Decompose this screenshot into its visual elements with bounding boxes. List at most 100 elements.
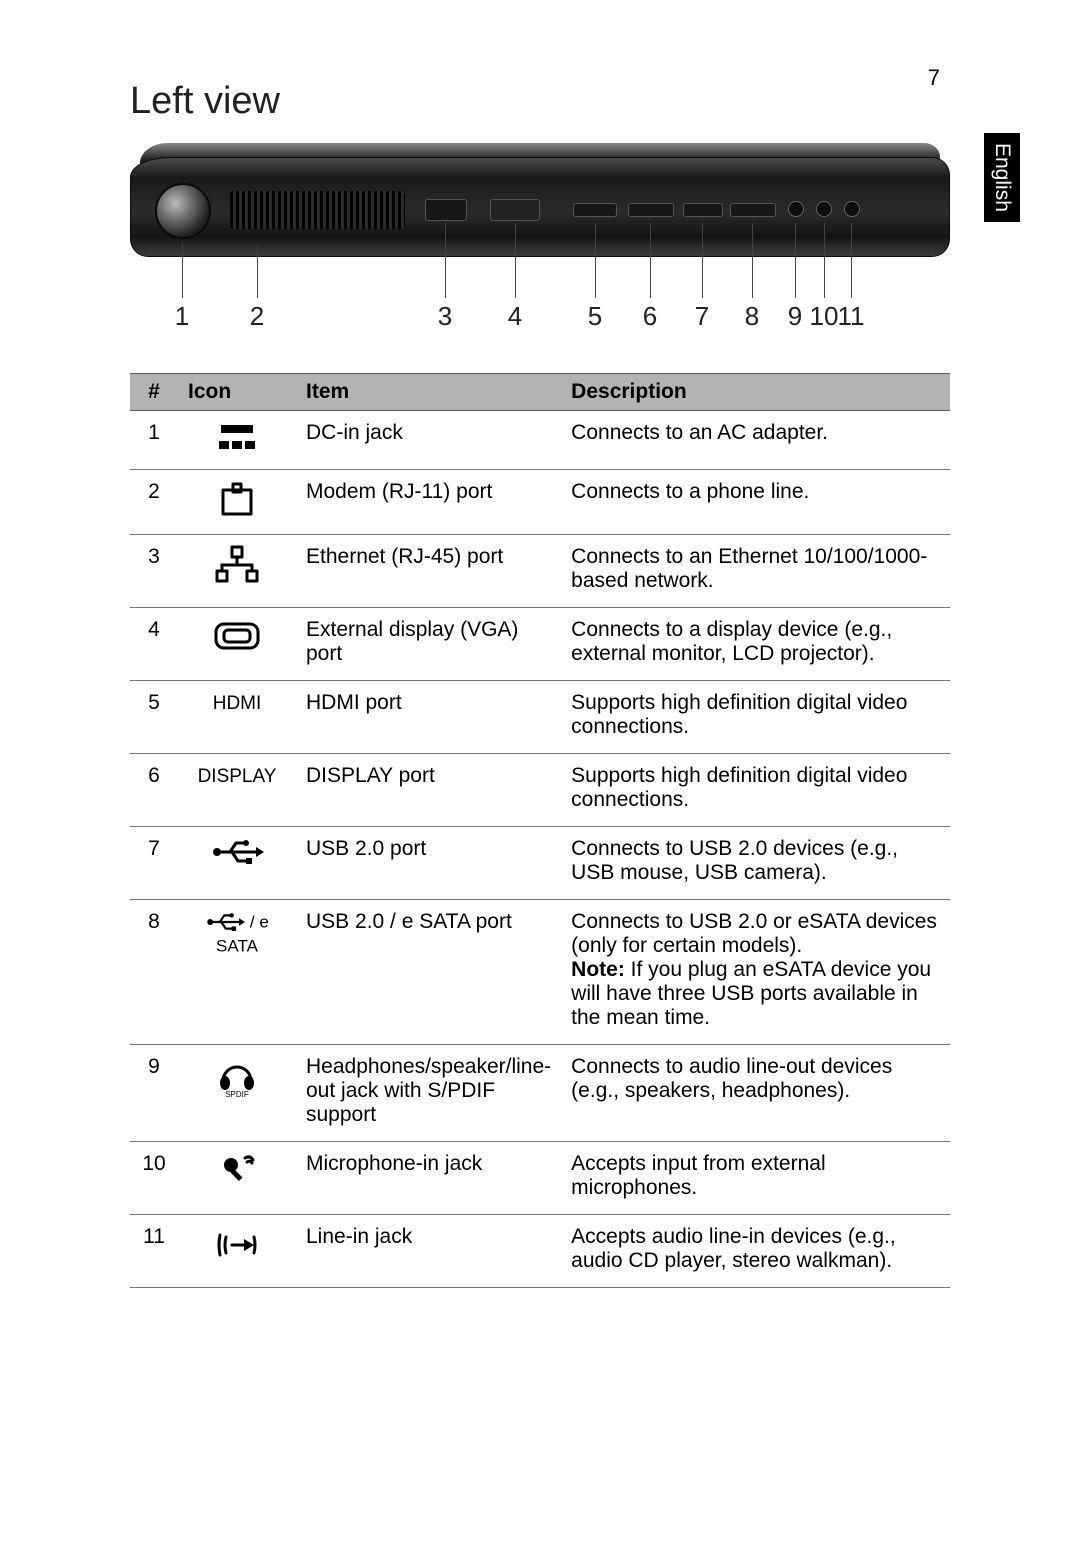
row-number: 9 bbox=[130, 1045, 178, 1142]
row-icon-cell bbox=[178, 470, 296, 535]
row-icon-cell bbox=[178, 1215, 296, 1288]
row-description: Connects to a phone line. bbox=[561, 470, 950, 535]
row-description: Supports high definition digital video c… bbox=[561, 754, 950, 827]
row-number: 6 bbox=[130, 754, 178, 827]
row-number: 2 bbox=[130, 470, 178, 535]
row-item: HDMI port bbox=[296, 681, 561, 754]
row-item: Line-in jack bbox=[296, 1215, 561, 1288]
callout-number: 4 bbox=[508, 301, 522, 332]
row-item: DISPLAY port bbox=[296, 754, 561, 827]
row-number: 3 bbox=[130, 535, 178, 608]
dc-in-icon bbox=[215, 421, 259, 455]
usb-icon bbox=[210, 837, 264, 867]
modem-icon bbox=[217, 480, 257, 520]
row-icon-cell bbox=[178, 827, 296, 900]
callout-number: 3 bbox=[438, 301, 452, 332]
ethernet-icon bbox=[214, 545, 260, 585]
callout-number: 11 bbox=[838, 301, 865, 332]
description-text: Supports high definition digital video c… bbox=[571, 764, 907, 811]
port-display bbox=[573, 203, 617, 217]
table-row: 5 HDMI HDMI portSupports high definition d… bbox=[130, 681, 950, 754]
row-number: 5 bbox=[130, 681, 178, 754]
vga-icon bbox=[212, 618, 262, 654]
row-number: 4 bbox=[130, 608, 178, 681]
description-text: Accepts input from external microphones. bbox=[571, 1152, 825, 1199]
port-esata bbox=[730, 203, 776, 217]
description-text: Connects to an AC adapter. bbox=[571, 421, 828, 444]
row-number: 1 bbox=[130, 411, 178, 470]
port-vga bbox=[425, 199, 467, 221]
callout-number: 1 bbox=[175, 301, 189, 332]
row-icon-cell: HDMI bbox=[178, 681, 296, 754]
row-description: Supports high definition digital video c… bbox=[561, 681, 950, 754]
row-number: 10 bbox=[130, 1142, 178, 1215]
header-description: Description bbox=[561, 374, 950, 411]
header-item: Item bbox=[296, 374, 561, 411]
row-item: Headphones/speaker/line-out jack with S/… bbox=[296, 1045, 561, 1142]
row-icon-cell: SPDIF bbox=[178, 1045, 296, 1142]
port-usb-2 bbox=[683, 203, 723, 217]
language-tab: English bbox=[984, 133, 1020, 222]
row-item: DC-in jack bbox=[296, 411, 561, 470]
table-header-row: # Icon Item Description bbox=[130, 374, 950, 411]
row-description: Connects to USB 2.0 devices (e.g., USB m… bbox=[561, 827, 950, 900]
note-label: Note: bbox=[571, 958, 625, 981]
callout-number: 10 bbox=[810, 301, 839, 332]
row-icon-cell bbox=[178, 608, 296, 681]
row-item: Modem (RJ-11) port bbox=[296, 470, 561, 535]
table-row: 3Ethernet (RJ-45) portConnects to an Eth… bbox=[130, 535, 950, 608]
callout-number: 9 bbox=[788, 301, 802, 332]
row-description: Connects to a display device (e.g., exte… bbox=[561, 608, 950, 681]
row-icon-cell: DISPLAY bbox=[178, 754, 296, 827]
icon-text-label: DISPLAY bbox=[198, 766, 277, 787]
description-text: Supports high definition digital video c… bbox=[571, 691, 907, 738]
table-row: 10 Microphone-in jackAccepts input from e… bbox=[130, 1142, 950, 1215]
port-hdmi bbox=[490, 199, 540, 221]
row-description: Connects to USB 2.0 or eSATA devices (on… bbox=[561, 900, 950, 1045]
page-number: 7 bbox=[928, 65, 940, 91]
row-item: Microphone-in jack bbox=[296, 1142, 561, 1215]
row-description: Connects to audio line-out devices (e.g.… bbox=[561, 1045, 950, 1142]
line-in-icon bbox=[214, 1225, 260, 1265]
row-item: USB 2.0 / e SATA port bbox=[296, 900, 561, 1045]
description-text: Connects to a phone line. bbox=[571, 480, 809, 503]
row-number: 11 bbox=[130, 1215, 178, 1288]
ports-table: # Icon Item Description 1 DC-in jack Conne… bbox=[130, 373, 950, 1288]
laptop-left-view-diagram: 1 2 3 4 5 6 7 89 1011 bbox=[130, 143, 950, 333]
icon-text-label: HDMI bbox=[213, 693, 262, 714]
cooling-vent bbox=[230, 191, 405, 229]
description-text: Connects to USB 2.0 devices (e.g., USB m… bbox=[571, 837, 898, 884]
row-number: 8 bbox=[130, 900, 178, 1045]
row-description: Connects to an AC adapter. bbox=[561, 411, 950, 470]
description-text: Connects to USB 2.0 or eSATA devices (on… bbox=[571, 910, 937, 957]
row-number: 7 bbox=[130, 827, 178, 900]
description-text: Connects to an Ethernet 10/100/1000-base… bbox=[571, 545, 927, 592]
headphones-icon: SPDIF bbox=[215, 1055, 259, 1099]
table-row: 7USB 2.0 portConnects to USB 2.0 devices… bbox=[130, 827, 950, 900]
callout-number: 7 bbox=[695, 301, 709, 332]
table-row: 2 Modem (RJ-11) port Connects to a phone l… bbox=[130, 470, 950, 535]
port-audio-2 bbox=[816, 201, 832, 217]
port-usb-1 bbox=[628, 203, 674, 217]
callout-number: 2 bbox=[250, 301, 264, 332]
port-audio-3 bbox=[844, 201, 860, 217]
table-row: 11 Line-in jackAccepts audio line-in devi… bbox=[130, 1215, 950, 1288]
row-description: Accepts input from external microphones. bbox=[561, 1142, 950, 1215]
header-icon: Icon bbox=[178, 374, 296, 411]
row-icon-cell bbox=[178, 1142, 296, 1215]
row-icon-cell bbox=[178, 535, 296, 608]
usb-esata-icon bbox=[205, 910, 245, 934]
description-text: Accepts audio line-in devices (e.g., aud… bbox=[571, 1225, 896, 1272]
callout-number: 6 bbox=[643, 301, 657, 332]
svg-text:SPDIF: SPDIF bbox=[225, 1090, 249, 1099]
port-audio-1 bbox=[788, 201, 804, 217]
row-description: Accepts audio line-in devices (e.g., aud… bbox=[561, 1215, 950, 1288]
table-row: 9 SPDIF Headphones/speaker/line-out jack w… bbox=[130, 1045, 950, 1142]
row-icon-cell bbox=[178, 411, 296, 470]
callout-number: 5 bbox=[588, 301, 602, 332]
header-num: # bbox=[130, 374, 178, 411]
row-item: External display (VGA) port bbox=[296, 608, 561, 681]
callout-number: 8 bbox=[745, 301, 759, 332]
row-description: Connects to an Ethernet 10/100/1000-base… bbox=[561, 535, 950, 608]
table-row: 1 DC-in jack Connects to an AC adapter. bbox=[130, 411, 950, 470]
